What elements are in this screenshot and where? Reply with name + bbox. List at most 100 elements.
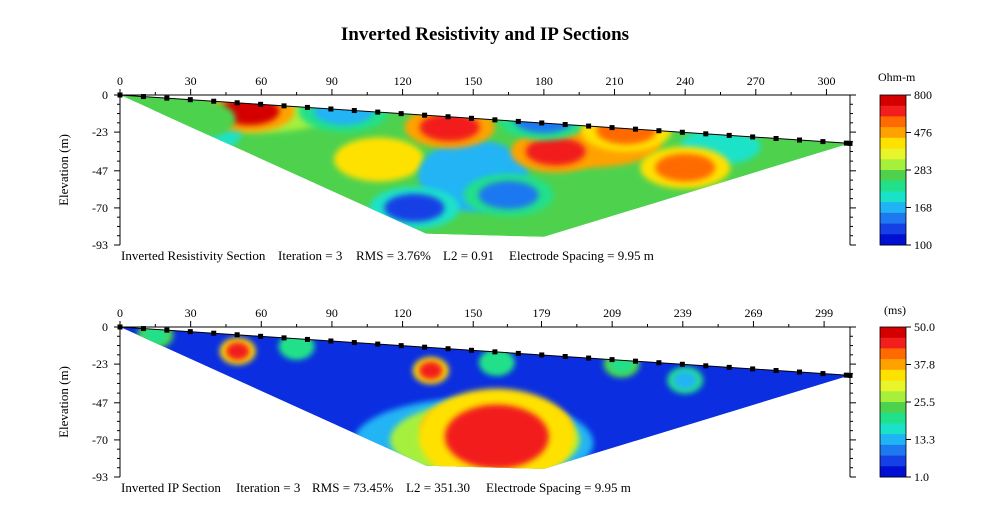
electrode	[234, 100, 240, 106]
colorbar-swatch	[880, 202, 906, 214]
colorbar-swatch	[880, 434, 906, 446]
colorbar-swatch	[880, 116, 906, 128]
colorbar-swatch	[880, 170, 906, 182]
x-tick-label: 299	[815, 306, 833, 320]
x-tick-label: 60	[255, 74, 267, 88]
resistivity-panel: 0 30 60 90 120 150 180 210 240 270 300 0 -23 -47 -70 -9…	[56, 70, 932, 263]
anomaly	[225, 342, 250, 361]
anomaly	[513, 105, 574, 134]
resistivity-iteration: Iteration = 3	[278, 248, 342, 263]
resistivity-rms: RMS = 3.76%	[356, 248, 431, 263]
anomaly	[478, 181, 539, 209]
anomaly	[160, 105, 221, 134]
colorbar-swatch	[880, 180, 906, 192]
colorbar-tick-label: 37.8	[914, 358, 935, 372]
x-tick-label: 300	[817, 74, 835, 88]
electrode	[140, 94, 146, 100]
electrode	[187, 329, 193, 335]
electrode	[796, 369, 802, 375]
y-tick-label: -47	[92, 396, 108, 410]
electrode	[234, 332, 240, 338]
electrode	[445, 114, 451, 120]
electrode	[422, 112, 428, 118]
colorbar-swatch	[880, 212, 906, 225]
colorbar-swatch	[880, 105, 906, 117]
x-tick-label: 90	[326, 74, 338, 88]
resistivity-l2: L2 = 0.91	[443, 248, 494, 263]
electrode	[492, 349, 498, 355]
y-tick-label: -23	[92, 125, 108, 139]
colorbar-swatch	[880, 412, 906, 424]
electrode	[304, 336, 310, 342]
anomaly	[418, 361, 443, 380]
anomaly	[525, 137, 586, 166]
x-tick-label: 209	[603, 306, 621, 320]
ip-rms: RMS = 73.45%	[312, 480, 394, 495]
electrode	[586, 123, 592, 129]
ip-colorbar: 50.0 37.8 25.5 13.3 1.0	[879, 320, 935, 484]
y-tick-label: 0	[102, 88, 108, 102]
electrode	[304, 104, 310, 110]
anomaly	[419, 113, 480, 142]
y-tick-label: -70	[92, 201, 108, 215]
resistivity-section-label: Inverted Resistivity Section	[121, 248, 266, 263]
x-tick-label: 179	[533, 306, 551, 320]
colorbar-swatch	[880, 137, 906, 150]
electrode	[258, 101, 264, 107]
colorbar-tick-label: 1.0	[914, 470, 929, 484]
x-tick-label: 210	[606, 74, 624, 88]
colorbar-swatch	[880, 337, 906, 349]
x-tick-label: 30	[185, 306, 197, 320]
electrode	[351, 340, 357, 346]
electrode	[773, 367, 779, 373]
electrode	[820, 139, 826, 145]
colorbar-tick-label: 476	[914, 126, 932, 140]
anomaly-halo	[498, 98, 589, 141]
x-tick-label: 150	[464, 74, 482, 88]
x-tick-label: 120	[394, 306, 412, 320]
electrode	[656, 360, 662, 366]
colorbar-tick-label: 283	[914, 163, 932, 177]
colorbar-swatch	[880, 444, 906, 457]
anomaly	[655, 153, 716, 182]
electrode	[609, 125, 615, 131]
ip-y-axis-label: Elevation (m)	[56, 366, 71, 438]
x-tick-label: 120	[394, 74, 412, 88]
electrode	[164, 327, 170, 333]
anomaly	[284, 337, 309, 356]
electrode	[445, 346, 451, 352]
electrode	[187, 97, 193, 103]
resistivity-axes: 0 30 60 90 120 150 180 210 240 270 300 0 -23 -47 -70 -9…	[92, 74, 856, 252]
electrode	[539, 120, 545, 126]
colorbar-tick-label: 168	[914, 201, 932, 215]
resistivity-info-line: Inverted Resistivity Section Iteration =…	[121, 248, 654, 263]
electrode	[398, 343, 404, 349]
electrode	[726, 132, 732, 138]
electrode	[515, 350, 521, 356]
anomaly	[143, 327, 168, 345]
ip-section-label: Inverted IP Section	[121, 480, 221, 495]
x-tick-label: 30	[185, 74, 197, 88]
colorbar-tick-label: 13.3	[914, 433, 935, 447]
x-tick-label: 270	[747, 74, 765, 88]
colorbar-swatch	[880, 159, 906, 171]
figure-title: Inverted Resistivity and IP Sections	[341, 24, 629, 45]
electrode	[703, 131, 709, 137]
x-tick-label: 60	[255, 306, 267, 320]
electrode	[140, 326, 146, 332]
ip-iteration: Iteration = 3	[236, 480, 300, 495]
ip-panel: 0 30 60 90 120 150 179 209 239 269 299 0 -23 -47 -70 -9…	[56, 303, 935, 495]
electrode	[328, 338, 334, 344]
colorbar-swatch	[880, 369, 906, 382]
electrode	[468, 115, 474, 121]
colorbar-tick-label: 50.0	[914, 320, 935, 334]
electrode	[468, 347, 474, 353]
colorbar-swatch	[880, 348, 906, 360]
x-tick-label: 150	[464, 306, 482, 320]
electrode	[843, 140, 849, 146]
colorbar-swatch	[880, 95, 906, 107]
anomaly	[673, 371, 698, 390]
anomaly	[384, 193, 445, 222]
x-tick-label: 269	[744, 306, 762, 320]
colorbar-swatch	[880, 223, 906, 235]
